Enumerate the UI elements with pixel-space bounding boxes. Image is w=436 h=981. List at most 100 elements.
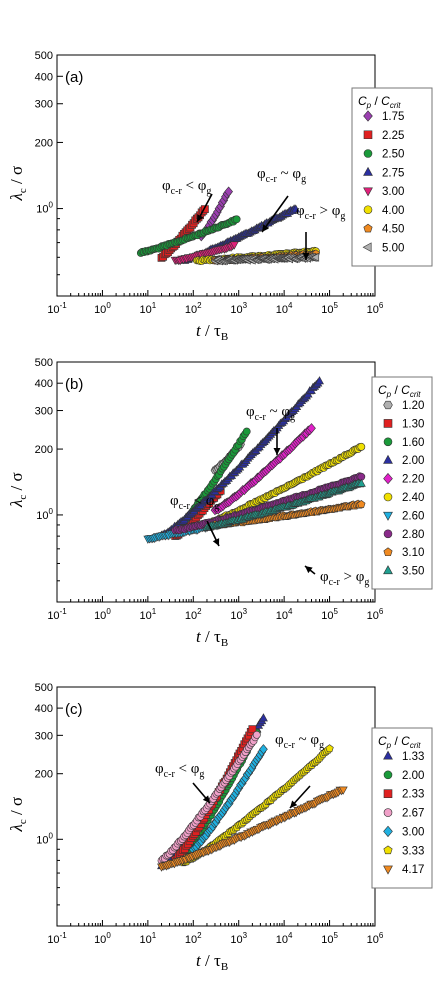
phi: φ: [162, 178, 171, 194]
tick-label: 400: [35, 378, 53, 390]
legend-marker: [383, 750, 393, 760]
tick-label: 100: [36, 831, 53, 846]
tick-exponent: 4: [288, 607, 293, 616]
legend-marker: [383, 808, 393, 817]
phi: φ: [275, 732, 284, 748]
tick-base: 10: [321, 304, 333, 316]
c: C: [378, 383, 387, 397]
tick-exponent: 5: [333, 301, 338, 310]
x-sub: B: [221, 961, 228, 973]
phi: φ: [332, 203, 341, 219]
tick-exponent: 1: [152, 931, 157, 940]
tick-label: 200: [35, 444, 53, 456]
legend-label: 2.20: [402, 474, 424, 486]
tick-base: 10: [140, 304, 152, 316]
tick-exponent: 0: [106, 931, 111, 940]
phi: φ: [155, 761, 164, 777]
x-sub: B: [221, 331, 228, 343]
annotation: φc-r < φg: [170, 493, 219, 512]
tick-base: 10: [140, 934, 152, 946]
data-point: [252, 730, 261, 739]
legend-marker: [363, 130, 373, 140]
legend-marker: [383, 400, 393, 410]
x-sep: /: [201, 951, 214, 970]
y-sub: c: [17, 188, 29, 193]
legend-header: Cp / Ccrit: [358, 94, 401, 110]
tick-base: 10: [367, 934, 379, 946]
tick-exponent: 2: [197, 931, 202, 940]
sub: c-r: [266, 174, 278, 185]
data-point: [325, 744, 334, 753]
tick-label: 101: [140, 931, 157, 946]
tick-label: 102: [185, 301, 202, 316]
data-layer: [143, 376, 366, 544]
legend-marker: [383, 865, 393, 875]
tick-base: 10: [321, 934, 333, 946]
legend-marker: [383, 511, 393, 521]
phi: φ: [246, 404, 255, 420]
legend-label: 4.17: [402, 864, 424, 876]
x-greek: τ: [214, 321, 221, 340]
legend-marker: [383, 454, 393, 464]
tick-label: 300: [35, 99, 53, 111]
tick-base: 10: [47, 610, 59, 622]
legend-label: 2.00: [402, 770, 424, 782]
sub: crit: [410, 390, 421, 399]
sep: /: [391, 383, 401, 397]
arrow-head: [305, 566, 313, 574]
data-point: [224, 186, 233, 197]
legend-label: 2.25: [382, 130, 404, 142]
tick-label: 106: [367, 301, 384, 316]
panel-1: 10-1 100 101 102 103 104 105 106100200300400500…: [7, 50, 433, 343]
tick-exponent: 3: [243, 607, 248, 616]
arrow-line: [261, 195, 289, 233]
tick-base: 10: [276, 304, 288, 316]
panel-2: 10-1 100 101 102 103 104 105 106100200300400500…: [7, 357, 433, 649]
tick-label: 103: [230, 301, 247, 316]
legend-label: 1.30: [402, 418, 424, 430]
tick-exponent: 6: [379, 931, 384, 940]
tick-label: 10-1: [47, 607, 67, 622]
series-3.00: [188, 744, 268, 855]
tick-label: 101: [140, 607, 157, 622]
y-greek: σ: [7, 166, 26, 175]
legend-marker: [383, 565, 393, 575]
tick-label: 105: [321, 931, 338, 946]
tick-label: 400: [35, 703, 53, 715]
sub: p: [366, 101, 372, 110]
phi: φ: [281, 404, 290, 420]
data-point: [232, 215, 241, 224]
relation: <: [190, 493, 206, 509]
tick-label: 103: [230, 607, 247, 622]
tick-base: 10: [94, 934, 106, 946]
legend-marker: [383, 770, 393, 780]
y-sub: c: [17, 495, 29, 500]
tick-exponent: 1: [152, 607, 157, 616]
tick-exponent: -1: [60, 301, 68, 310]
tick-base: 10: [230, 610, 242, 622]
data-point: [338, 786, 348, 795]
tick-exponent: 1: [152, 301, 157, 310]
sub: p: [386, 390, 392, 399]
arrow-head: [273, 448, 281, 455]
tick-label: 500: [35, 682, 53, 694]
x-axis-label: t / τB: [196, 951, 228, 973]
tick-label: 500: [35, 50, 53, 62]
legend-label: 1.60: [402, 437, 424, 449]
relation: ~: [295, 732, 311, 748]
relation: ~: [277, 166, 293, 182]
sub: c-r: [255, 412, 267, 423]
relation: >: [316, 203, 332, 219]
sub: g: [340, 211, 345, 222]
tick-exponent: 3: [243, 931, 248, 940]
tick-base: 10: [185, 304, 197, 316]
tick-exponent: 6: [379, 607, 384, 616]
data-point: [242, 427, 251, 436]
tick-label: 300: [35, 406, 53, 418]
legend-box: [371, 376, 433, 590]
tick-base: 10: [230, 304, 242, 316]
tick-exponent: 6: [379, 301, 384, 310]
